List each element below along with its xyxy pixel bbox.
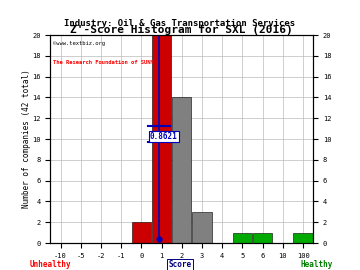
Bar xyxy=(172,97,192,243)
Text: Score: Score xyxy=(168,260,192,269)
Y-axis label: Number of companies (42 total): Number of companies (42 total) xyxy=(22,70,31,208)
Bar xyxy=(293,233,313,243)
Text: The Research Foundation of SUNY: The Research Foundation of SUNY xyxy=(53,60,154,65)
Bar xyxy=(132,222,151,243)
Bar xyxy=(152,35,171,243)
Text: Industry: Oil & Gas Transportation Services: Industry: Oil & Gas Transportation Servi… xyxy=(64,19,296,28)
Title: Z'-Score Histogram for SXL (2016): Z'-Score Histogram for SXL (2016) xyxy=(71,25,293,35)
Text: Healthy: Healthy xyxy=(301,260,333,269)
Text: 0.8621: 0.8621 xyxy=(150,132,177,141)
Text: Unhealthy: Unhealthy xyxy=(30,260,71,269)
Bar xyxy=(233,233,252,243)
Text: ©www.textbiz.org: ©www.textbiz.org xyxy=(53,41,105,46)
Bar xyxy=(253,233,272,243)
Bar xyxy=(192,212,212,243)
